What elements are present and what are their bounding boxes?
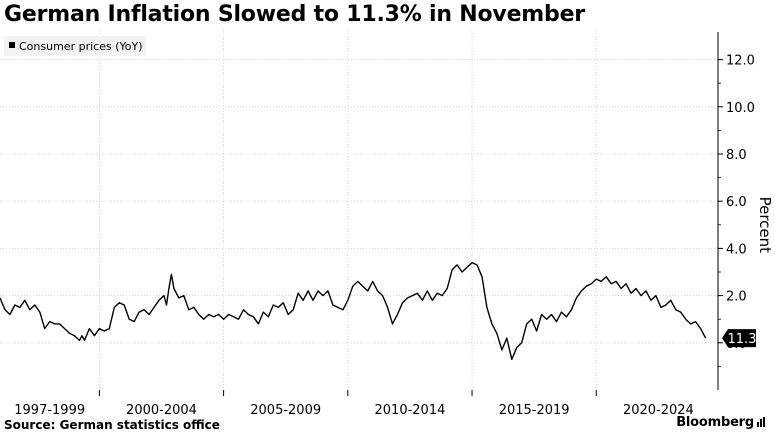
legend: Consumer prices (YoY) <box>4 36 146 56</box>
y-tick-label: 2.0 <box>726 290 747 305</box>
last-value-tag <box>722 329 756 348</box>
brand-name: Bloomberg <box>676 415 754 430</box>
y-tick-label: 4.0 <box>726 242 747 257</box>
chart-title: German Inflation Slowed to 11.3% in Nove… <box>4 2 585 27</box>
legend-swatch <box>9 42 15 48</box>
series-layer: 11.3 <box>0 261 757 360</box>
y-tick-label: 12.0 <box>726 54 755 69</box>
y-axis: 0.02.04.06.08.010.012.0 <box>717 32 755 390</box>
y-axis-label: Percent <box>756 197 774 254</box>
source-note: Source: German statistics office <box>4 418 220 432</box>
x-tick-label: 2020-2024 <box>623 403 694 418</box>
last-value-label: 11.3 <box>728 332 757 347</box>
grid-lines <box>0 30 718 390</box>
bloomberg-mark-icon <box>757 417 765 427</box>
x-tick-label: 2000-2004 <box>126 403 197 418</box>
x-axis: 1997-1999 2000-2004 2005-2009 2010-2014 2015… <box>14 390 694 418</box>
legend-label: Consumer prices (YoY) <box>19 40 142 53</box>
y-tick-label: 6.0 <box>726 195 747 210</box>
x-tick-label: 2015-2019 <box>499 403 570 418</box>
x-tick-label: 1997-1999 <box>14 403 85 418</box>
legend-box <box>4 36 146 56</box>
x-tick-label: 2005-2009 <box>250 403 321 418</box>
y-tick-label: 8.0 <box>726 148 747 163</box>
series-line <box>0 261 707 360</box>
x-tick-label: 2010-2014 <box>375 403 446 418</box>
y-tick-label: 10.0 <box>726 101 755 116</box>
brand-logo: Bloomberg <box>676 415 767 430</box>
